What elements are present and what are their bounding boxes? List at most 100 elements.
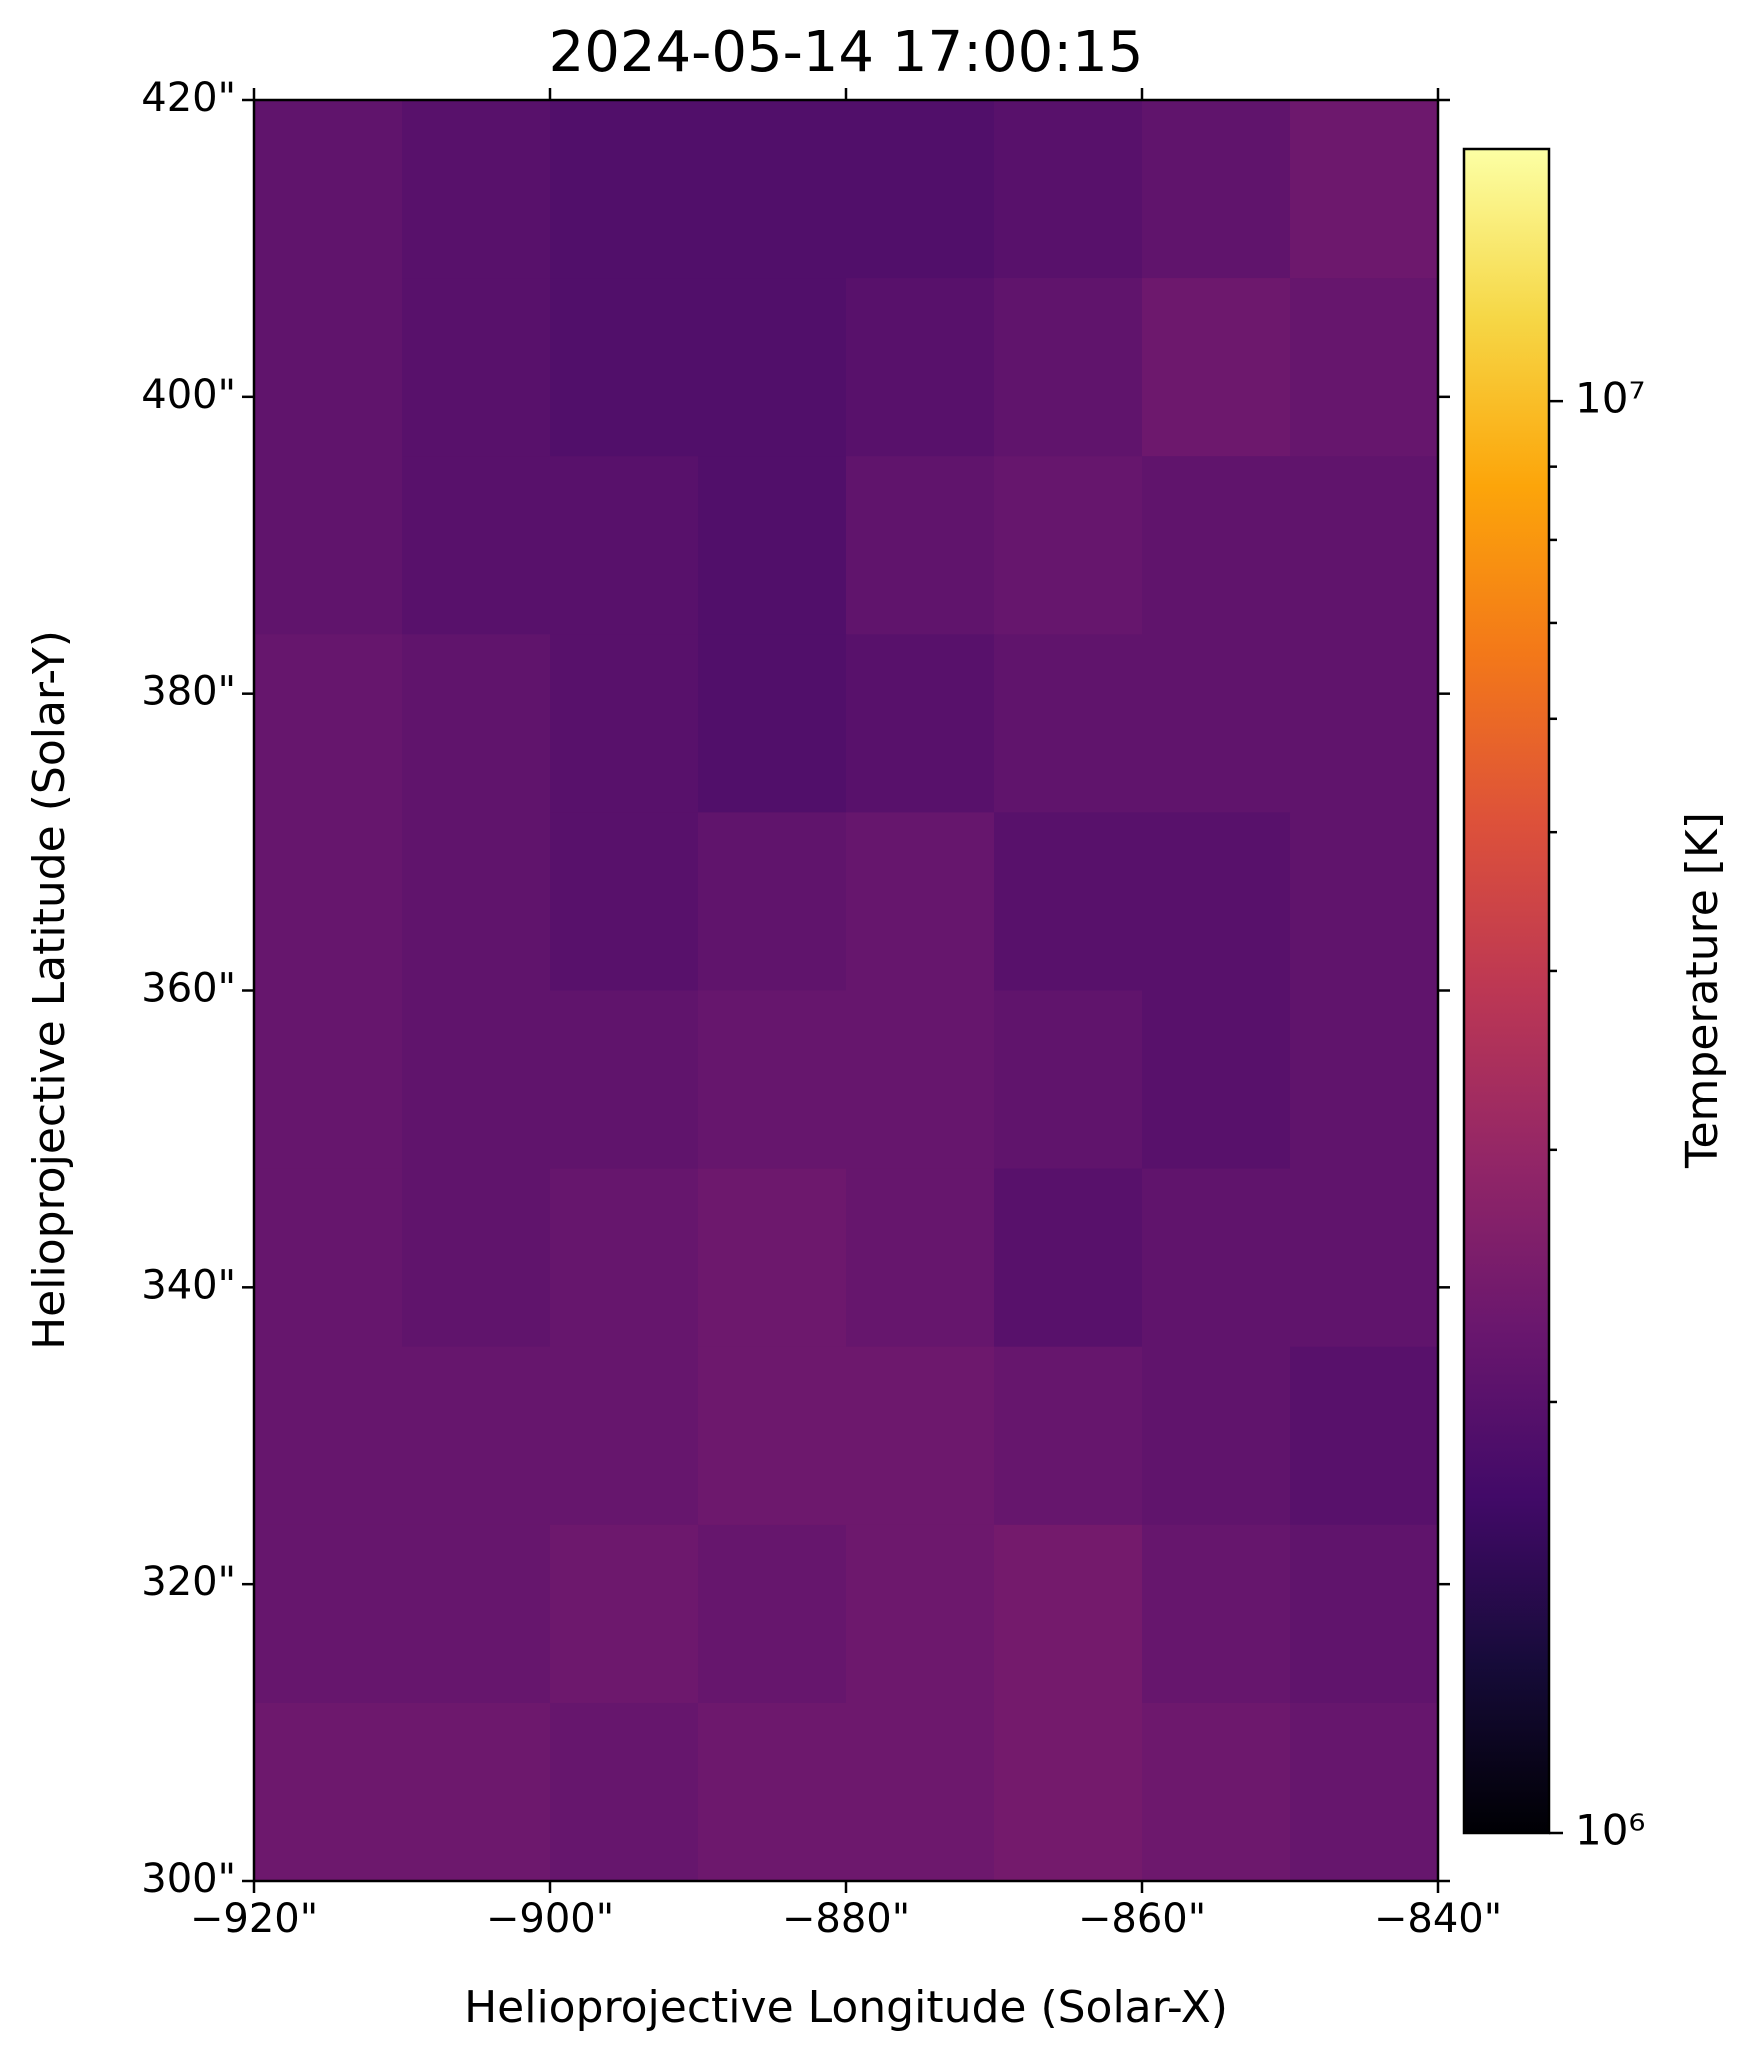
heatmap-cell [1142,456,1291,635]
heatmap-cell [994,1168,1143,1348]
heatmap-cell [698,990,847,1170]
heatmap-cell [402,812,551,992]
heatmap-cell [698,1346,847,1526]
heatmap-cell [254,634,403,813]
heatmap-cell [846,100,995,279]
heatmap-cell [1142,812,1291,992]
heatmap-cell [1290,1168,1439,1348]
heatmap-cell [550,990,699,1170]
heatmap-cell [402,634,551,813]
heatmap-cell [1290,456,1439,635]
heatmap-cell [994,1524,1143,1704]
chart-title: 2024-05-14 17:00:15 [549,20,1144,85]
y-tick-label: 380" [141,669,236,715]
heatmap-cell [550,456,699,635]
heatmap-cell [698,634,847,813]
y-tick-label: 400" [141,372,236,418]
heatmap-cell [994,990,1143,1170]
y-tick-label: 360" [141,966,236,1012]
y-tick-label: 300" [141,1856,236,1902]
x-tick-label: −840" [1374,1896,1502,1942]
y-tick-label: 340" [141,1262,236,1308]
heatmap-cell [1290,1702,1439,1882]
colorbar-label: Temperature [K] [1677,812,1728,1169]
heatmap-cell [698,1168,847,1348]
heatmap-cell [1142,1524,1291,1704]
heatmap-cell [254,1524,403,1704]
heatmap-cell [994,1702,1143,1882]
x-tick-label: −920" [190,1896,318,1942]
heatmap-cell [550,634,699,813]
x-tick-label: −860" [1078,1896,1206,1942]
heatmap-cell [994,1346,1143,1526]
heatmap-cell [254,990,403,1170]
heatmap-cell [1142,1168,1291,1348]
heatmap-cell [550,278,699,457]
heatmap-cell [1142,990,1291,1170]
heatmap-cell [1142,278,1291,457]
heatmap-cell [994,634,1143,813]
y-tick-label: 420" [141,75,236,121]
heatmap-cell [1142,100,1291,279]
heatmap-cell [994,100,1143,279]
heatmap-cell [1290,100,1439,279]
heatmap-cell [550,1346,699,1526]
heatmap-cell [402,990,551,1170]
x-axis-label: Helioprojective Longitude (Solar-X) [464,1982,1228,2033]
x-tick-label: −880" [782,1896,910,1942]
y-tick-label: 320" [141,1559,236,1605]
heatmap-cell [846,634,995,813]
heatmap-cell [846,990,995,1170]
heatmap-cell [254,456,403,635]
heatmap-cell [254,100,403,279]
heatmap-cell [846,812,995,992]
heatmap-cell [1142,1702,1291,1882]
x-tick-label: −900" [486,1896,614,1942]
y-axis-label: Helioprojective Latitude (Solar-Y) [24,630,75,1350]
heatmap-cell [402,1524,551,1704]
heatmap-cell [698,278,847,457]
heatmap-cell [402,1702,551,1882]
heatmap-cell [402,1346,551,1526]
heatmap-cell [846,456,995,635]
heatmap-cell [994,812,1143,992]
heatmap-cell [254,1702,403,1882]
heatmap-cell [1142,634,1291,813]
heatmap-cell [550,812,699,992]
heatmap-cell [846,1702,995,1882]
heatmap-cell [698,1702,847,1882]
heatmap-cell [402,100,551,279]
heatmap-cell [994,278,1143,457]
heatmap-cell [254,1346,403,1526]
heatmap-cell [846,1524,995,1704]
heatmap-cell [846,278,995,457]
heatmap-cell [1290,634,1439,813]
heatmap-cell [550,1702,699,1882]
heatmap-cell [698,1524,847,1704]
heatmap-cell [846,1168,995,1348]
heatmap-cell [550,1168,699,1348]
heatmap-cell [254,1168,403,1348]
heatmap-cell [550,100,699,279]
colorbar-tick-label: 10⁶ [1575,1806,1645,1855]
colorbar-tick-label: 10⁷ [1575,374,1645,423]
heatmap-cell [846,1346,995,1526]
heatmap-cell [550,1524,699,1704]
heatmap-cell [994,456,1143,635]
heatmap-cell [698,456,847,635]
heatmap-cell [698,812,847,992]
heatmap-cell [1142,1346,1291,1526]
heatmap-cell [1290,278,1439,457]
heatmap-cell [254,812,403,992]
heatmap-cell [1290,1346,1439,1526]
heatmap-cell [1290,1524,1439,1704]
colorbar [1462,147,1551,1835]
heatmap-cell [698,100,847,279]
heatmap-cell [402,456,551,635]
heatmap-cell [402,278,551,457]
heatmap-cell [1290,990,1439,1170]
heatmap-cell [1290,812,1439,992]
heatmap-cell [402,1168,551,1348]
heatmap-cell [254,278,403,457]
